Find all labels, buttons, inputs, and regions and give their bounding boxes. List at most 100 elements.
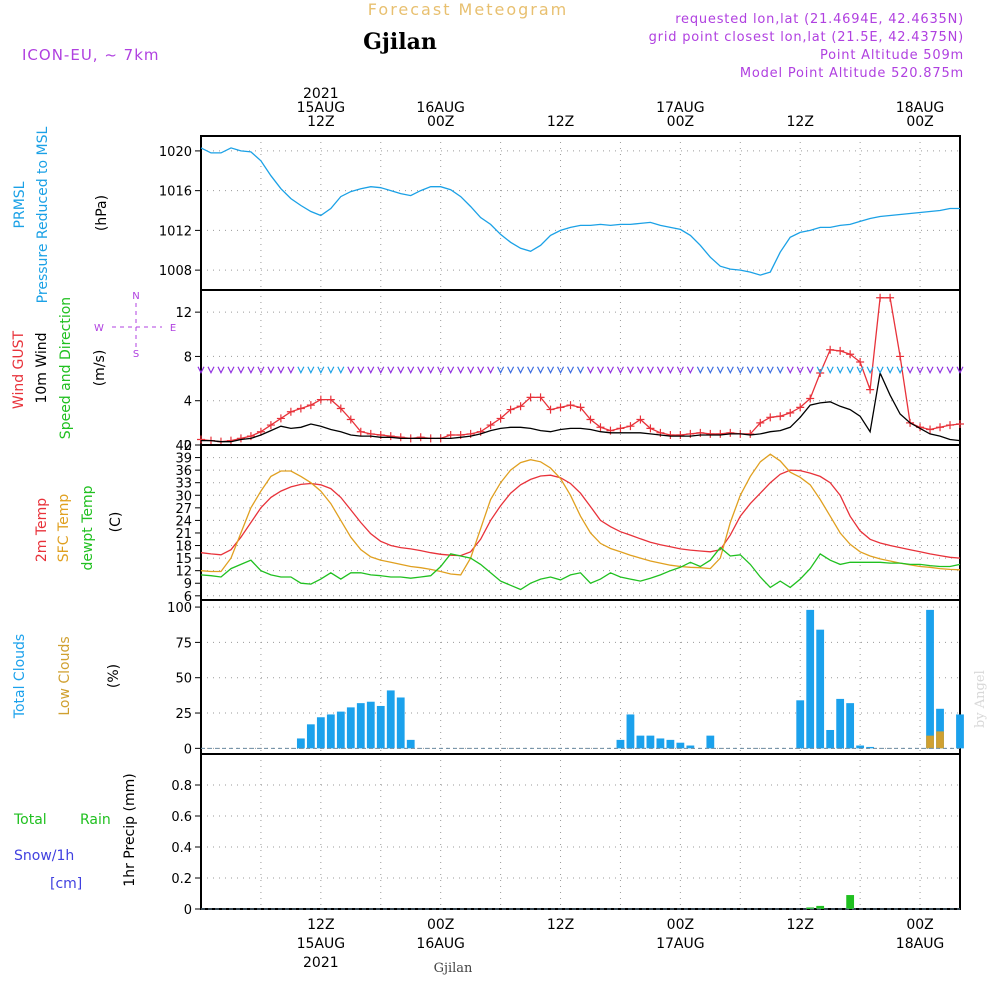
wind-arrow [347,366,355,375]
temperature-ytick-label: 6 [184,590,192,605]
temperature-ytick-label: 33 [175,477,192,492]
wind-arrow [676,366,684,375]
wind-arrow [327,366,335,375]
gust-point [396,433,405,442]
cloud-label-unit: (%) [106,664,122,688]
top-time-label: 2021 [303,86,339,102]
top-time-label: 00Z [427,114,454,130]
clouds-ytick-label: 100 [167,601,192,616]
wind-arrow [207,366,215,375]
total-clouds-bar [706,735,715,749]
precipitation-ytick-label: 0.4 [171,841,192,856]
wind-label-10m: 10m Wind [34,332,50,403]
precip-labels: Total Rain Snow/1h [cm] 1hr Precip (mm) [13,773,138,892]
temp-label-unit: (C) [108,512,124,533]
top-time-label: 12Z [547,114,574,130]
wind-ytick-label: 4 [184,395,192,410]
sfc-temp-line [200,453,961,576]
top-time-label: 17AUG [656,100,705,116]
top-time-label: 00Z [906,114,933,130]
total-clouds-bar [386,690,395,749]
precip-label-unit: 1hr Precip (mm) [122,773,138,886]
total-clouds-bar [326,714,335,749]
time-tick-36: 12Z 12Z [547,114,574,933]
gust-point [826,345,835,354]
bottom-time-label: 15AUG [297,936,346,952]
gust-point [276,414,285,423]
clouds-ytick-label: 0 [184,742,192,757]
total-bar [806,907,815,909]
wind-arrow [606,366,614,375]
top-time-label: 18AUG [896,100,945,116]
gust-point [526,393,535,402]
gust-point [756,418,765,427]
total-clouds-bar [636,735,645,749]
gust-point [486,421,495,430]
gust-point [346,415,355,424]
gust-point [546,405,555,414]
temp-label-dewpt: dewpt Temp [80,485,96,570]
wind-arrow [277,366,285,375]
total-clouds-bar [666,739,675,749]
total-clouds-bar [656,738,665,749]
wind-arrow [586,366,595,375]
gust-point [286,407,295,416]
gust-point [496,414,505,423]
total-clouds-bar [616,739,625,749]
total-clouds-bar [926,609,934,749]
clouds-ytick-label: 75 [175,636,192,651]
total-bar [816,905,825,909]
gust-point [616,424,625,433]
pressure-label-msl: Pressure Reduced to MSL [35,126,51,303]
temperature-ytick-label: 9 [184,577,192,592]
wind-arrow [217,366,225,375]
wind-arrow [686,366,694,375]
gust-point [926,425,935,434]
prmsl-line [200,147,960,276]
temp-labels: 2m Temp SFC Temp dewpt Temp (C) [34,485,124,570]
gust-point [896,352,905,361]
gridpoint-coords: grid point closest lon,lat (21.5E, 42.43… [649,30,964,45]
gust-point [766,413,775,422]
gust-point [876,293,885,302]
wind-arrow [367,366,375,375]
prmsl-ytick-label: 1008 [159,264,192,279]
total-clouds-bar [346,707,355,749]
wind-arrow [646,366,654,375]
wind-arrow [267,366,275,375]
bottom-time-label: 12Z [307,917,334,933]
wind-arrow [377,366,385,375]
wind-arrow [696,366,704,375]
temperature-frame [200,444,961,601]
compass-rose: N S W E [94,291,176,360]
gust-point [336,404,345,413]
gust-point [236,434,245,443]
wind-arrow [886,366,894,375]
wind-arrow [796,366,804,375]
precipitation-panel: 0 0.2 0.4 0.6 0.8 [171,753,961,918]
wind-arrow [247,366,255,375]
gust-point [676,431,685,440]
wind-arrow [956,366,964,375]
total-clouds-bar [676,742,685,749]
wind-arrow [197,366,205,375]
cloud-label-total: Total Clouds [12,634,28,719]
temperature-ytick-label: 21 [175,527,192,542]
temp-label-2m: 2m Temp [34,498,50,562]
wind-arrow [926,366,934,375]
wind-arrow [736,366,744,375]
temperature-ytick-label: 39 [175,452,192,467]
wind-arrow [237,366,245,375]
wind-arrow [806,366,814,375]
wind-arrow [437,366,445,375]
total-clouds-bar [836,698,845,749]
gust-point [506,405,515,414]
gust-point [326,395,335,404]
wind-ytick-label: 8 [184,350,192,365]
temperature-ytick-label: 36 [175,464,192,479]
